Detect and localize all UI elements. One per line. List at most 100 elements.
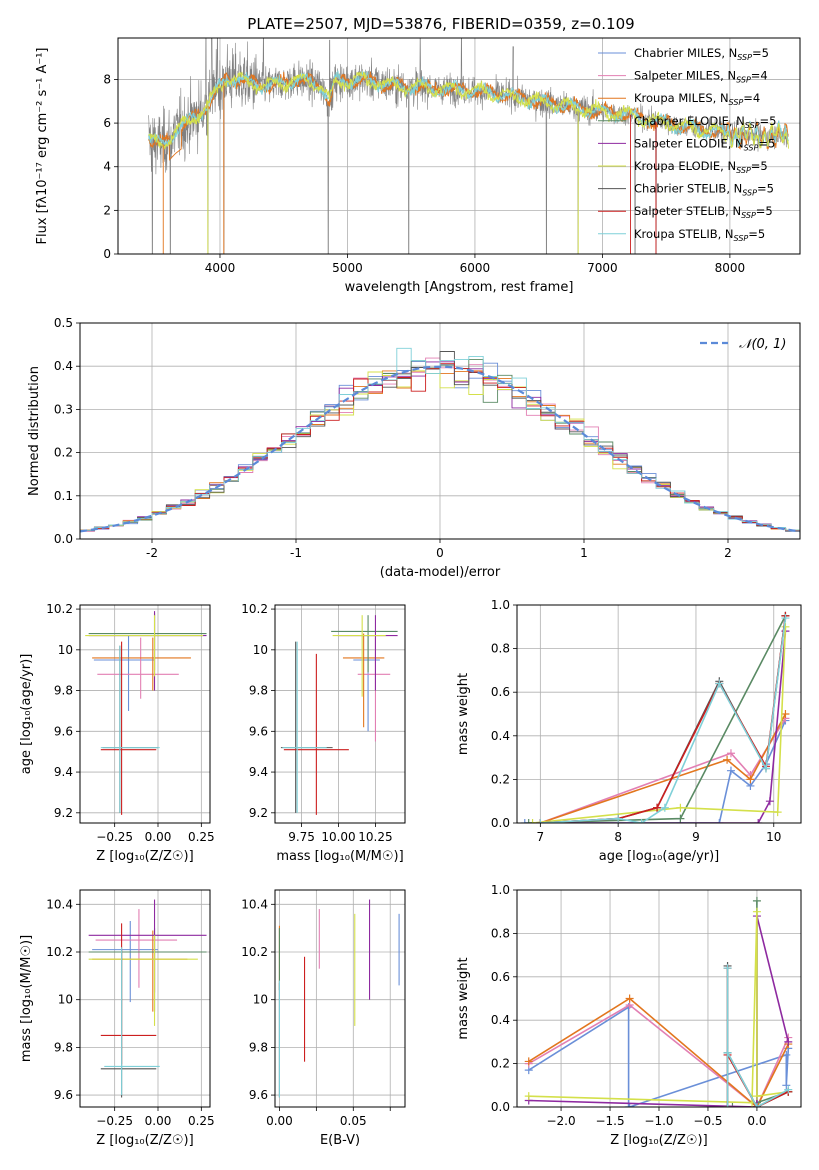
residuals-ytick-label: 0.5 <box>54 316 73 330</box>
spectrum-xtick-label: 7000 <box>587 261 618 275</box>
legend-entry: Kroupa MILES, NSSP=4 <box>598 91 760 107</box>
weight-vs-age-ytick-label: 0.6 <box>491 685 510 699</box>
spectrum-ylabel: Flux [fλ10⁻¹⁷ erg cm⁻² s⁻¹ A⁻¹] <box>35 48 50 245</box>
weight-vs-age-plus-marker <box>746 775 755 784</box>
spectrum-ytick-label: 6 <box>103 116 111 130</box>
weight-vs-Z-plot-area <box>524 896 793 1107</box>
spectrum-xlabel: wavelength [Angstrom, rest frame] <box>345 280 574 295</box>
residual-histogram-step <box>80 347 800 531</box>
weight-vs-age-xtick-label: 10 <box>766 830 781 844</box>
mass-vs-EBV-ytick-label: 9.6 <box>249 1088 268 1102</box>
legend-label: Chabrier ELODIE, NSSP=5 <box>634 114 776 130</box>
legend-label-suffix: =5 <box>748 227 765 241</box>
age-vs-mass-errorbar <box>282 641 327 813</box>
mass-vs-EBV-xtick-label: 0.00 <box>266 1114 293 1128</box>
legend-label-text: Chabrier STELIB, N <box>634 182 742 196</box>
residuals-frame <box>79 322 801 540</box>
age-vs-Z-errorbar <box>88 611 207 691</box>
residuals-xtick-label: -2 <box>146 546 158 560</box>
age-vs-Z-errorbar <box>85 615 204 677</box>
residuals-xlabel: (data-model)/error <box>380 565 501 580</box>
age-vs-Z-ylabel: age [log₁₀(age/yr)] <box>19 654 34 775</box>
weight-vs-Z-ytick-label: 0.0 <box>491 1100 510 1114</box>
weight-vs-age-plus-marker <box>781 622 790 631</box>
weight-vs-Z-series-line <box>732 900 789 1107</box>
age-vs-mass-xtick-label: 9.75 <box>288 830 315 844</box>
legend-entry: Chabrier ELODIE, NSSP=5 <box>598 114 776 130</box>
weight-vs-age-plus-marker <box>653 803 662 812</box>
weight-vs-Z-series-line <box>528 997 790 1107</box>
weight-vs-Z-series <box>723 964 793 1107</box>
legend-label: Salpeter MILES, NSSP=4 <box>634 69 768 85</box>
mass-vs-EBV-frame <box>274 889 406 1108</box>
weight-vs-Z-plus-marker <box>728 1103 737 1107</box>
age-vs-mass-ytick-label: 10.2 <box>241 602 268 616</box>
residuals-ytick-label: 0.0 <box>54 532 73 546</box>
weight-vs-age-plus-marker <box>726 749 735 758</box>
legend-label-text: Salpeter STELIB, N <box>634 204 741 218</box>
panels: 4000 5000 6000 7000 8000 0 2 4 6 8 wavelength [Ang… <box>19 37 802 1148</box>
weight-vs-Z-plus-marker <box>524 1057 533 1066</box>
residuals-ytick-label: 0.1 <box>54 489 73 503</box>
age-vs-Z-xtick-label: 0.00 <box>145 830 172 844</box>
figure-title: PLATE=2507, MJD=53876, FIBERID=0359, z=0… <box>247 15 634 33</box>
legend-label-text: Salpeter MILES, N <box>634 69 736 83</box>
weight-vs-age-series-line <box>540 713 787 823</box>
weight-vs-Z-frame <box>516 889 802 1108</box>
mass-vs-Z-grid <box>80 890 210 1107</box>
weight-vs-age-plus-marker <box>637 819 646 823</box>
weight-vs-age-plus-marker <box>676 803 685 812</box>
weight-vs-Z-xtick-label: −1.5 <box>595 1114 624 1128</box>
age-vs-mass-xtick-label: 10.00 <box>321 830 355 844</box>
weight-vs-age-plus-marker <box>660 803 669 812</box>
legend-entry: Salpeter STELIB, NSSP=5 <box>598 204 773 220</box>
spectrum-xtick-label: 4000 <box>205 261 236 275</box>
mass-vs-Z-errorbar <box>88 928 207 1012</box>
mass-vs-Z-panel: −0.25 0.00 0.25 9.6 9.8 10 10.2 10.4 Z [log₁₀(Z/… <box>19 889 215 1148</box>
mass-vs-Z-xtick-label: −0.25 <box>96 1114 133 1128</box>
legend-label-sub: SSP <box>737 53 752 62</box>
spectrum-frame <box>117 37 801 255</box>
weight-vs-age-plus-marker <box>765 797 774 806</box>
weight-vs-age-ytick-label: 1.0 <box>491 598 510 612</box>
weight-vs-age-plus-marker <box>614 814 623 823</box>
legend-label-sub: SSP <box>734 234 749 243</box>
weight-vs-age-series <box>536 614 790 823</box>
weight-vs-age-plot-area <box>520 611 790 823</box>
age-vs-mass-ytick-label: 10 <box>253 643 268 657</box>
legend-label-suffix: =5 <box>751 159 768 173</box>
weight-vs-age-plus-marker <box>754 819 763 823</box>
weight-vs-age-plus-marker <box>723 755 732 764</box>
legend-label-suffix: =4 <box>743 91 760 105</box>
weight-vs-age-ytick-label: 0.4 <box>491 729 510 743</box>
weight-vs-age-series-line <box>532 626 787 823</box>
weight-vs-age-frame <box>516 604 802 824</box>
weight-vs-Z-series-line <box>726 968 789 1107</box>
age-vs-mass-frame <box>274 604 406 824</box>
mass-vs-Z-errorbar <box>88 935 198 1026</box>
weight-vs-age-series <box>528 622 790 823</box>
residual-histogram-step <box>80 370 800 531</box>
mass-vs-EBV-grid <box>275 890 405 1107</box>
mass-vs-EBV-ytick-label: 10.2 <box>241 945 268 959</box>
legend-label: Salpeter ELODIE, NSSP=5 <box>634 136 775 152</box>
mass-vs-Z-errorbar <box>95 909 178 988</box>
age-vs-mass-xlabel: mass [log₁₀(M/M☉)] <box>276 849 403 864</box>
mass-vs-EBV-xtick-label: 0.05 <box>340 1114 367 1128</box>
legend-label: Kroupa ELODIE, NSSP=5 <box>634 159 768 175</box>
legend-label-suffix: =5 <box>756 204 773 218</box>
weight-vs-Z-plus-marker <box>752 907 761 916</box>
weight-vs-age-plus-marker <box>726 766 735 775</box>
legend-label-sub: SSP <box>744 143 759 152</box>
age-vs-Z-ytick-label: 9.4 <box>54 765 73 779</box>
weight-vs-age-ytick-label: 0.2 <box>491 772 510 786</box>
residual-legend-label: 𝒩(0, 1) <box>739 337 786 352</box>
weight-vs-age-xtick-label: 8 <box>614 830 622 844</box>
age-vs-Z-errorbar <box>88 613 207 671</box>
legend-entry: Kroupa ELODIE, NSSP=5 <box>598 159 768 175</box>
weight-vs-age-ytick-label: 0.8 <box>491 642 510 656</box>
residuals-ylabel: Normed distribution <box>27 366 42 496</box>
legend-label-text: Kroupa STELIB, N <box>634 227 734 241</box>
